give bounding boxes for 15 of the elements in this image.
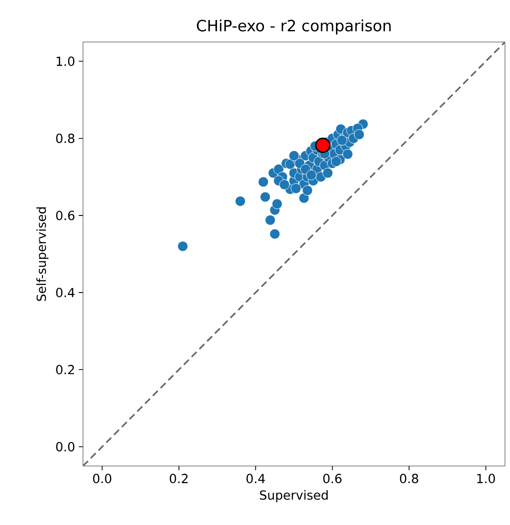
y-tick-label: 0.0 (56, 442, 74, 452)
x-tick-label: 0.2 (170, 474, 188, 484)
x-tick-label: 0.0 (93, 474, 112, 484)
x-tick-label: 0.8 (400, 474, 418, 484)
x-tick-label: 0.4 (246, 474, 265, 484)
y-tick-label: 0.6 (56, 210, 74, 220)
x-tick-label: 0.6 (323, 474, 342, 484)
y-tick-label: 0.8 (56, 134, 74, 144)
y-tick-label: 1.0 (56, 56, 74, 66)
chart-title: CHiP-exo - r2 comparison (196, 19, 391, 34)
y-axis-title: Self-supervised (36, 207, 48, 301)
y-tick-label: 0.2 (56, 364, 74, 374)
x-tick-label: 1.0 (477, 474, 495, 484)
x-axis-title: Supervised (260, 490, 328, 502)
y-tick-label: 0.4 (56, 288, 74, 298)
